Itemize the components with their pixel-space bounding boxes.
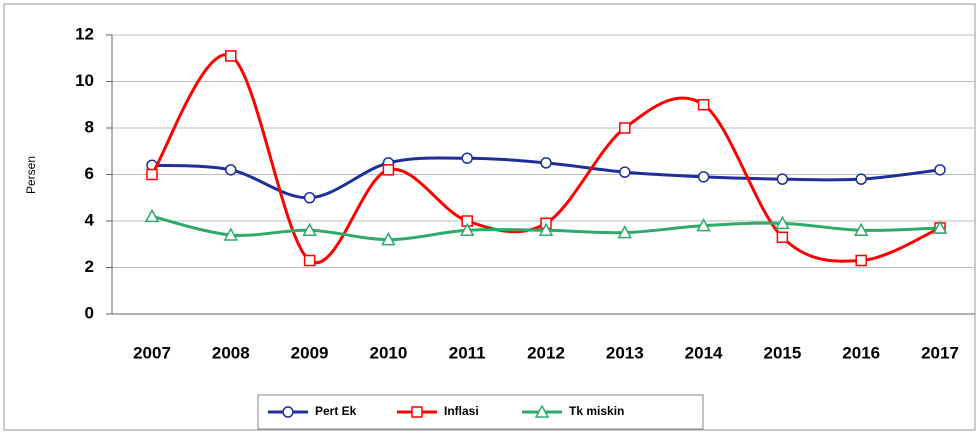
marker xyxy=(303,254,316,267)
x-tick-label: 2012 xyxy=(527,343,565,362)
y-tick-label: 8 xyxy=(85,117,94,136)
marker xyxy=(855,173,867,185)
x-tick-label: 2014 xyxy=(685,343,723,362)
legend-label: Tk miskin xyxy=(569,404,624,418)
marker xyxy=(696,218,711,232)
y-tick-label: 6 xyxy=(85,164,94,183)
x-tick-label: 2016 xyxy=(842,343,880,362)
marker xyxy=(146,168,158,181)
marker xyxy=(697,171,710,183)
x-tick-label: 2010 xyxy=(369,343,407,362)
marker xyxy=(381,232,396,246)
marker xyxy=(303,192,316,204)
marker xyxy=(461,152,473,164)
marker xyxy=(855,254,867,267)
marker xyxy=(776,231,789,244)
marker xyxy=(225,164,237,176)
y-tick-label: 10 xyxy=(75,71,94,90)
marker xyxy=(302,222,317,237)
marker xyxy=(538,222,554,237)
marker xyxy=(619,122,631,134)
marker xyxy=(144,208,160,223)
y-axis-label: Persen xyxy=(24,156,38,194)
marker xyxy=(459,222,475,237)
y-tick-label: 12 xyxy=(75,24,94,43)
y-tick-label: 2 xyxy=(85,257,94,276)
marker xyxy=(534,404,550,418)
x-tick-label: 2008 xyxy=(212,343,250,362)
marker xyxy=(934,164,946,176)
marker xyxy=(619,166,631,178)
marker xyxy=(775,215,790,230)
x-tick-label: 2017 xyxy=(921,343,959,362)
x-tick-label: 2015 xyxy=(763,343,801,362)
x-tick-label: 2009 xyxy=(291,343,329,362)
legend-label: Pert Ek xyxy=(315,404,357,418)
legend-box xyxy=(257,394,704,430)
marker xyxy=(540,157,552,169)
marker xyxy=(853,222,869,237)
x-tick-label: 2007 xyxy=(133,343,171,362)
marker xyxy=(617,225,633,239)
marker xyxy=(225,50,237,62)
marker xyxy=(223,227,239,241)
marker xyxy=(282,406,294,418)
marker xyxy=(382,164,395,176)
y-tick-label: 0 xyxy=(85,303,94,322)
marker xyxy=(411,406,423,418)
marker xyxy=(776,173,789,185)
y-tick-label: 4 xyxy=(85,210,95,229)
x-tick-label: 2011 xyxy=(449,343,486,362)
chart-border xyxy=(3,3,976,431)
legend-label: Inflasi xyxy=(444,404,479,418)
x-tick-label: 2013 xyxy=(606,343,644,362)
marker xyxy=(697,99,710,111)
marker xyxy=(932,220,948,234)
